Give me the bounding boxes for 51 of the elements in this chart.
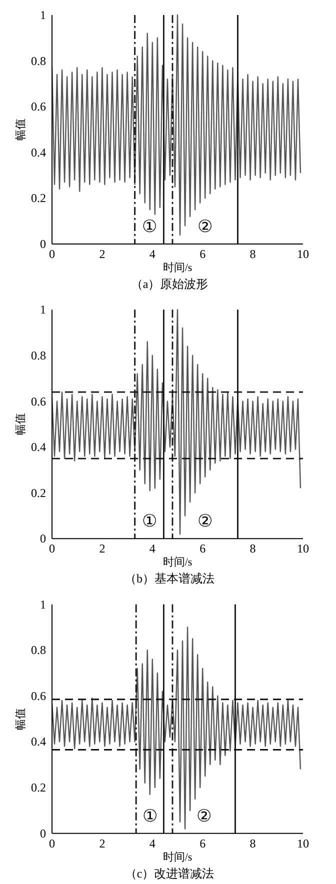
- x-tick-label: 10: [297, 836, 309, 850]
- y-axis-title: 幅值: [15, 118, 27, 140]
- x-axis-title: 时间/s: [162, 556, 192, 569]
- y-tick-label: 0.8: [31, 54, 46, 68]
- x-axis-title: 时间/s: [162, 261, 192, 274]
- x-tick-label: 6: [200, 247, 206, 261]
- y-axis-title: 幅值: [15, 413, 27, 436]
- x-tick-label: 2: [99, 542, 106, 556]
- x-tick-label: 0: [49, 247, 55, 261]
- x-tick-label: 10: [297, 247, 309, 261]
- x-tick-label: 4: [149, 247, 156, 261]
- x-tick-label: 6: [200, 542, 206, 556]
- annotation: ②: [196, 806, 212, 826]
- x-tick-label: 2: [99, 247, 106, 261]
- annotation: ②: [198, 512, 213, 531]
- y-tick-label: 0.6: [31, 100, 46, 114]
- x-axis-title: 时间/s: [162, 850, 192, 864]
- y-tick-label: 0.2: [31, 780, 46, 795]
- y-axis-title: 幅值: [15, 708, 27, 730]
- y-tick-label: 1: [40, 8, 46, 22]
- x-tick-label: 6: [200, 836, 206, 850]
- y-tick-label: 0.4: [31, 734, 46, 749]
- y-tick-label: 0.4: [31, 440, 46, 454]
- x-tick-label: 8: [250, 542, 256, 556]
- y-tick-label: 0.6: [31, 394, 46, 408]
- y-tick-label: 0.2: [31, 486, 46, 500]
- x-tick-label: 10: [297, 542, 309, 556]
- y-tick-label: 0.8: [31, 643, 46, 658]
- text: （a）原始波形: [130, 277, 208, 291]
- y-tick-label: 1: [40, 302, 46, 317]
- x-tick-label: 4: [149, 836, 156, 850]
- annotation: ①: [142, 217, 157, 236]
- y-tick-label: 0: [40, 826, 46, 840]
- annotation: ②: [198, 217, 213, 236]
- text: （c）改进谱减法: [124, 866, 214, 880]
- x-tick-label: 8: [250, 247, 256, 261]
- y-tick-label: 0.2: [31, 191, 46, 206]
- x-tick-label: 2: [99, 836, 106, 850]
- annotation: ①: [142, 512, 157, 531]
- y-tick-label: 0: [40, 532, 46, 546]
- text: （b）基本谱减法: [124, 572, 214, 586]
- x-tick-label: 4: [149, 542, 156, 556]
- y-tick-label: 0: [40, 237, 46, 251]
- y-tick-label: 1: [40, 597, 46, 612]
- y-tick-label: 0.4: [31, 145, 46, 160]
- x-tick-label: 8: [250, 836, 256, 850]
- y-tick-label: 0.6: [31, 688, 46, 703]
- x-tick-label: 0: [49, 836, 55, 850]
- y-tick-label: 0.8: [31, 348, 46, 362]
- annotation: ①: [142, 806, 158, 826]
- x-tick-label: 0: [49, 542, 55, 556]
